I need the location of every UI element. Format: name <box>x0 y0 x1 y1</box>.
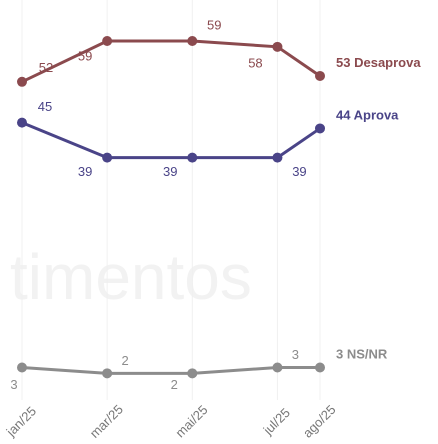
end-value: 53 <box>336 55 350 70</box>
end-value: 3 <box>336 347 343 362</box>
point <box>187 35 198 46</box>
data-label: 39 <box>163 164 177 179</box>
x-tick-label: jul/25 <box>260 405 293 438</box>
data-label: 45 <box>38 99 52 114</box>
x-tick-label: ago/25 <box>300 402 339 441</box>
point <box>272 41 283 52</box>
line <box>21 121 321 160</box>
data-label: 39 <box>78 164 92 179</box>
data-label: 52 <box>39 60 53 75</box>
end-label: 3 NS/NR <box>336 347 388 362</box>
data-label: 39 <box>292 164 306 179</box>
point <box>187 368 198 379</box>
legend-entry: Aprova <box>354 108 400 123</box>
x-tick-label: mai/25 <box>172 402 210 440</box>
point <box>102 152 113 163</box>
data-label: 3 <box>10 377 17 392</box>
point <box>315 70 325 81</box>
point <box>102 35 113 46</box>
data-label: 58 <box>248 55 262 70</box>
point <box>272 362 283 373</box>
legend-entry: Desaprova <box>354 55 421 70</box>
point <box>102 368 113 379</box>
point <box>187 152 198 163</box>
point <box>17 362 27 373</box>
x-tick-label: jan/25 <box>3 403 39 439</box>
data-label: 59 <box>207 17 221 32</box>
data-label: 2 <box>122 353 129 368</box>
data-label: 2 <box>171 377 178 392</box>
end-label: 44 Aprova <box>336 108 399 123</box>
end-label: 53 Desaprova <box>336 55 421 70</box>
data-label: 3 <box>292 347 299 362</box>
watermark: timentos <box>10 241 252 313</box>
point <box>272 152 283 163</box>
end-value: 44 <box>336 108 351 123</box>
point <box>17 76 27 87</box>
legend-entry: NS/NR <box>347 347 388 362</box>
point <box>315 362 325 373</box>
x-tick-label: mar/25 <box>87 402 126 441</box>
point <box>17 117 27 128</box>
data-label: 59 <box>78 48 92 63</box>
point <box>315 123 325 134</box>
